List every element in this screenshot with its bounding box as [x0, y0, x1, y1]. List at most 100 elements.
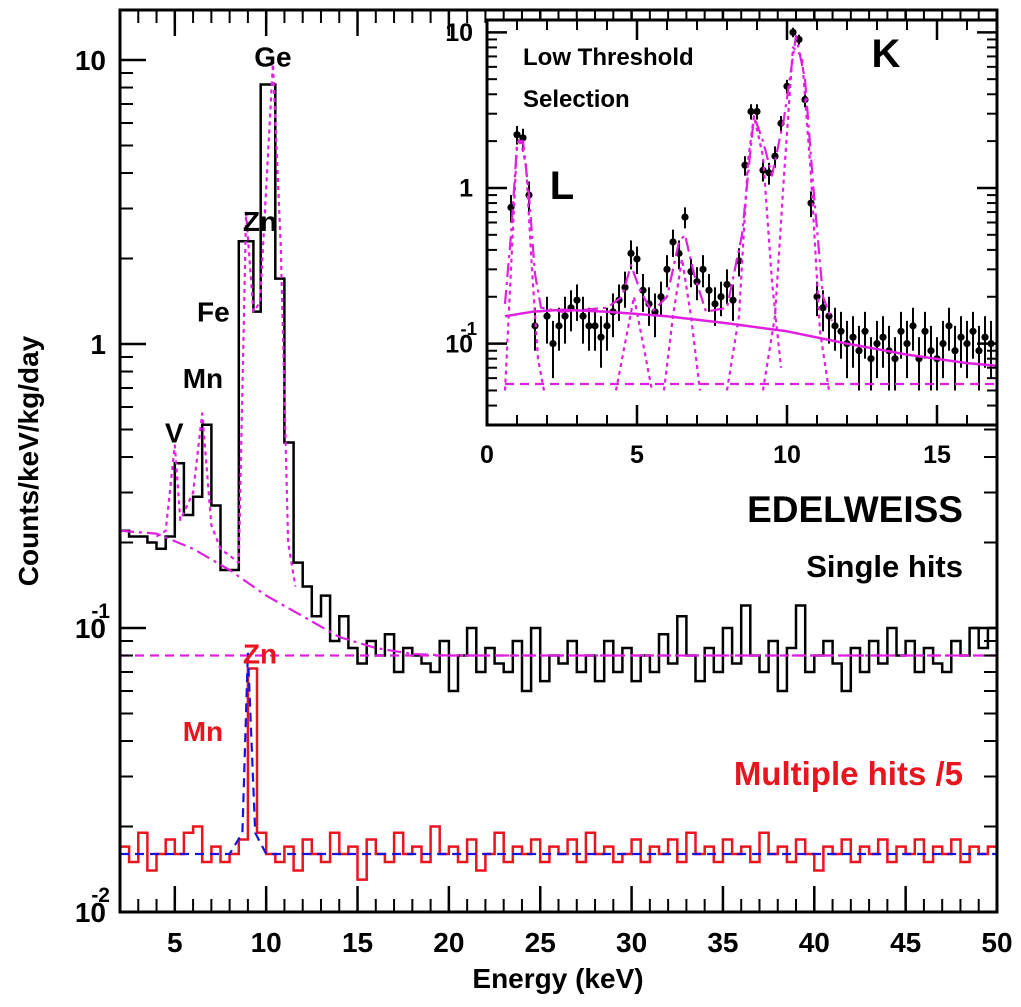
- data-point: [519, 134, 527, 142]
- inset-x-ticks: 0 5 10 15: [480, 20, 998, 469]
- inset-title-line: Low Threshold: [523, 44, 694, 71]
- x-tick-label: 25: [525, 927, 556, 958]
- data-point: [861, 327, 869, 335]
- data-point: [669, 238, 677, 246]
- data-point: [909, 322, 917, 330]
- peak-label: V: [165, 417, 184, 448]
- x-tick-label: 40: [799, 927, 830, 958]
- peak-label: Zn: [243, 638, 277, 669]
- peak-label: Fe: [197, 297, 230, 328]
- data-point: [957, 333, 965, 341]
- data-point: [831, 322, 839, 330]
- y-tick-exponent: -1: [460, 318, 477, 339]
- y-tick-label: 10: [75, 613, 106, 644]
- data-point: [579, 312, 587, 320]
- inset-title-line: Selection: [523, 86, 630, 113]
- inset-series-background: [504, 308, 997, 368]
- data-point: [657, 293, 665, 301]
- shell-label: L: [550, 164, 574, 208]
- data-point: [897, 327, 905, 335]
- main-clip-group: [120, 62, 997, 881]
- inset-series-zn-k-peak: [725, 114, 783, 391]
- y-tick-exponent: -1: [91, 600, 110, 623]
- multiple-hits-label: Multiple hits /5: [734, 755, 963, 792]
- main-series-multiple-hits-fit: [120, 651, 997, 856]
- data-point: [639, 286, 647, 294]
- x-tick-label: 0: [480, 441, 494, 469]
- data-point: [621, 283, 629, 291]
- data-point: [681, 213, 689, 221]
- data-point: [873, 340, 881, 348]
- data-point: [975, 347, 983, 355]
- x-tick-label: 10: [251, 927, 282, 958]
- x-tick-label: 50: [981, 927, 1012, 958]
- inset-series-ge-k-peak: [761, 46, 831, 391]
- shell-label: K: [872, 32, 901, 76]
- peak-label: Zn: [243, 206, 277, 237]
- data-point: [879, 333, 887, 341]
- data-point: [717, 293, 725, 301]
- x-tick-label: 15: [342, 927, 373, 958]
- data-point: [663, 265, 671, 273]
- main-series-single-hits: [120, 83, 997, 693]
- data-point: [597, 333, 605, 341]
- data-point: [561, 312, 569, 320]
- inset-series-l-shell-peak: [503, 136, 546, 391]
- data-point: [693, 278, 701, 286]
- inset-series-group: [503, 27, 997, 391]
- peak-label: Mn: [183, 716, 223, 747]
- data-point: [633, 255, 641, 263]
- data-point: [591, 322, 599, 330]
- data-point: [699, 265, 707, 273]
- data-point: [855, 347, 863, 355]
- inset-annotations: LK: [550, 32, 901, 208]
- data-point: [867, 355, 875, 363]
- peak-label: Mn: [183, 363, 223, 394]
- x-tick-label: 20: [433, 927, 464, 958]
- data-point: [939, 340, 947, 348]
- data-point: [969, 327, 977, 335]
- y-tick-label: 10: [75, 45, 106, 76]
- data-point: [723, 280, 731, 289]
- y-tick-label: 10: [445, 19, 473, 47]
- data-point: [513, 131, 521, 139]
- y-axis-label: Counts/keV/kg/day: [13, 335, 44, 586]
- y-tick-label: 1: [459, 175, 473, 203]
- main-series-group: [120, 62, 997, 881]
- experiment-label: EDELWEISS: [747, 489, 963, 530]
- data-point: [549, 340, 557, 348]
- data-point: [921, 327, 929, 335]
- y-tick-label: 10: [75, 897, 106, 928]
- data-point: [981, 333, 989, 341]
- data-point: [705, 286, 713, 294]
- y-tick-exponent: -2: [91, 884, 110, 907]
- data-point: [903, 340, 911, 348]
- x-tick-label: 35: [707, 927, 738, 958]
- y-tick-label: 1: [90, 329, 106, 360]
- data-point: [573, 296, 581, 304]
- y-tick-label: 10: [445, 330, 473, 358]
- peak-label: Ge: [254, 41, 291, 72]
- main-x-ticks: 5 10 15 20 25 30 35 40 45 50: [119, 10, 1013, 958]
- data-point: [507, 203, 515, 212]
- data-point: [603, 322, 611, 330]
- data-point: [951, 347, 959, 355]
- inset-background: [487, 20, 997, 425]
- x-tick-label: 45: [890, 927, 921, 958]
- data-point: [543, 312, 551, 320]
- main-series-single-hits-fit: [155, 62, 297, 587]
- inset-series-total-fit: [503, 34, 834, 322]
- data-point: [825, 312, 833, 320]
- data-point: [945, 322, 953, 330]
- data-point: [789, 28, 797, 36]
- x-axis-label: Energy (keV): [472, 963, 643, 994]
- x-tick-label: 30: [616, 927, 647, 958]
- data-point: [927, 347, 935, 355]
- x-tick-label: 5: [167, 927, 183, 958]
- data-point: [555, 322, 563, 330]
- data-point: [837, 327, 845, 335]
- single-hits-label: Single hits: [806, 549, 963, 584]
